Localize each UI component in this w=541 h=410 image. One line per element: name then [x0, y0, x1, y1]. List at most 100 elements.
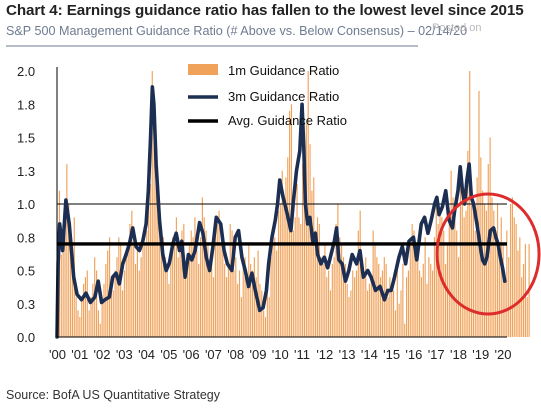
bar-1m	[188, 243, 190, 337]
bar-1m	[508, 257, 510, 337]
legend-label: 3m Guidance Ratio	[228, 89, 339, 104]
bar-1m	[222, 250, 224, 337]
bar-1m	[389, 277, 391, 337]
bar-1m	[283, 197, 285, 337]
bar-1m	[103, 283, 105, 337]
bar-1m	[194, 217, 196, 337]
bar-1m	[368, 283, 371, 337]
bar-1m	[183, 223, 185, 337]
bar-1m	[147, 204, 150, 337]
bar-1m	[261, 290, 263, 337]
bar-1m	[417, 250, 419, 337]
bar-1m	[506, 230, 508, 337]
chart-title: Chart 4: Earnings guidance ratio has fal…	[6, 2, 524, 19]
y-tick-label: 1.0	[17, 197, 35, 212]
legend-label: Avg. Guidance Ratio	[228, 113, 347, 128]
bar-1m	[457, 257, 460, 337]
bar-1m	[359, 210, 361, 337]
y-tick-label: 0.8	[17, 230, 35, 245]
bar-1m	[62, 243, 64, 337]
bar-1m	[428, 257, 430, 337]
y-tick-label: 1.5	[17, 131, 35, 146]
bar-1m	[95, 270, 98, 337]
bar-1m	[84, 277, 86, 337]
bar-1m	[129, 223, 131, 337]
bar-1m	[274, 237, 276, 337]
bar-1m	[335, 223, 337, 337]
bar-1m	[155, 164, 157, 337]
bar-1m	[173, 243, 176, 337]
bar-1m	[224, 263, 226, 337]
bar-1m	[201, 197, 203, 337]
bar-1m	[302, 164, 304, 337]
bar-1m	[118, 237, 120, 337]
bar-1m	[376, 257, 378, 337]
bar-1m	[220, 243, 222, 337]
bar-1m	[398, 303, 400, 337]
bar-1m	[238, 270, 241, 337]
bar-1m	[263, 310, 265, 337]
bar-1m	[402, 263, 404, 337]
x-tick-label: '12	[316, 347, 333, 362]
bar-1m	[281, 170, 283, 337]
bar-1m	[209, 270, 211, 337]
bar-1m	[426, 283, 428, 337]
bar-1m	[144, 243, 146, 337]
bar-1m	[324, 243, 326, 337]
bar-1m	[285, 177, 287, 337]
bar-1m	[168, 283, 170, 337]
bar-1m	[339, 237, 341, 337]
bar-1m	[257, 250, 259, 337]
bar-1m	[328, 270, 330, 337]
bar-1m	[311, 190, 313, 337]
bar-1m	[316, 217, 319, 337]
bar-1m	[227, 263, 229, 337]
bar-1m	[502, 243, 504, 337]
bar-1m	[452, 197, 454, 337]
bar-1m	[160, 243, 163, 337]
highlight-circle	[435, 192, 541, 316]
x-tick-label: '02	[94, 347, 111, 362]
bar-1m	[378, 263, 380, 337]
bar-1m	[391, 283, 393, 337]
axes: 2.0 1.8 1.5 1.3 1.0 0.8 0.5 0.3 0.0 '00 '01 '02 '03 '…	[17, 64, 511, 362]
bar-1m	[432, 270, 434, 337]
bar-1m	[242, 263, 244, 337]
bar-1m	[82, 283, 85, 337]
bar-1m	[237, 283, 239, 337]
bar-1m	[246, 277, 248, 337]
y-tick-label: 1.8	[17, 97, 35, 112]
bar-1m	[380, 277, 382, 337]
bar-1m	[404, 323, 406, 337]
bar-1m	[86, 270, 88, 337]
bar-1m	[255, 277, 257, 337]
bar-1m	[120, 243, 122, 337]
bar-1m	[305, 124, 307, 337]
bar-1m	[309, 144, 311, 337]
bar-1m	[524, 243, 526, 337]
bar-1m	[465, 210, 467, 337]
bar-1m	[112, 290, 114, 337]
bar-1m	[287, 157, 289, 337]
bar-1m	[522, 263, 525, 337]
bar-1m	[320, 257, 322, 337]
bar-1m	[313, 177, 315, 337]
bar-1m	[456, 230, 458, 337]
bar-1m	[513, 217, 515, 337]
bar-1m	[240, 297, 242, 337]
y-tick-label: 1.3	[17, 164, 35, 179]
bar-1m	[136, 250, 138, 337]
bar-1m	[461, 190, 463, 337]
bar-1m	[363, 277, 365, 337]
bar-1m	[60, 254, 62, 337]
bar-1m	[216, 217, 218, 337]
bar-1m	[346, 283, 348, 337]
bar-1m	[75, 297, 77, 337]
bar-1m	[235, 257, 237, 337]
bar-1m	[419, 270, 421, 337]
bar-1m	[162, 237, 164, 337]
bar-1m	[116, 257, 118, 337]
bar-1m	[355, 270, 358, 337]
x-tick-label: '10	[272, 347, 289, 362]
bar-1m	[190, 230, 192, 337]
